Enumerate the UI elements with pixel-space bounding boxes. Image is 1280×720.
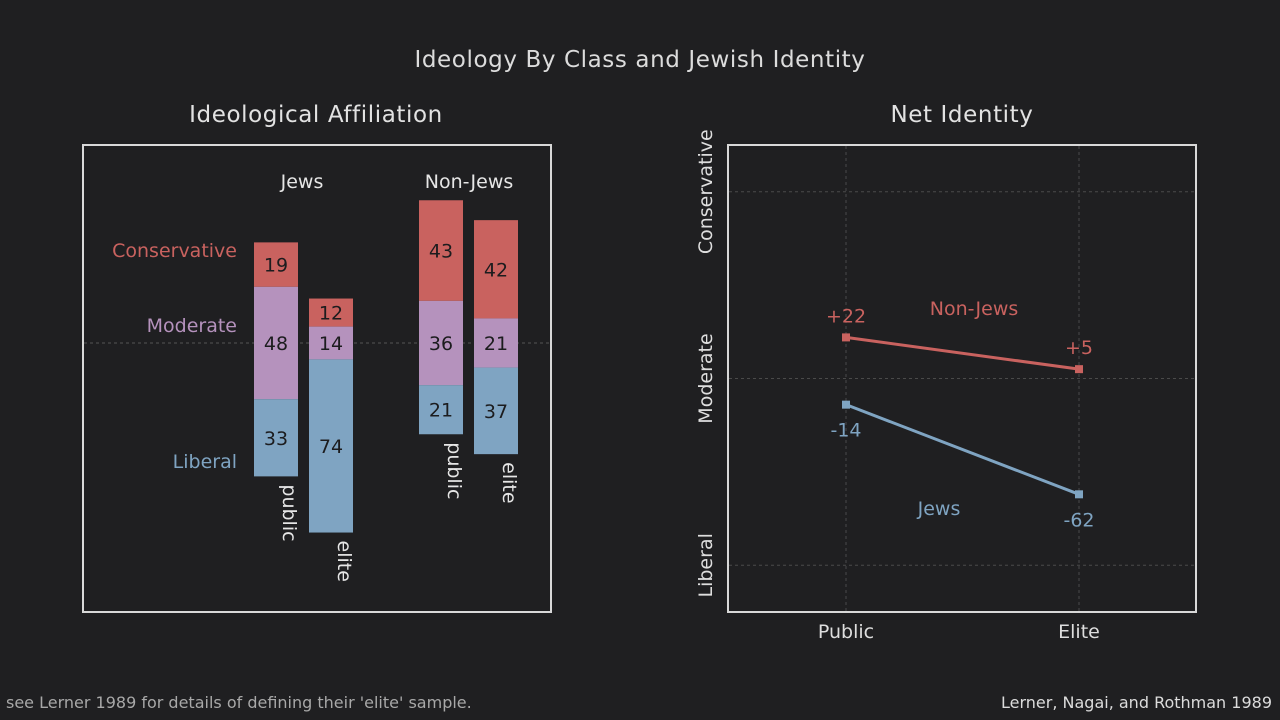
bar-segment-non-jews-elite-moderate [474, 318, 518, 368]
footer-note: see Lerner 1989 for details of defining … [6, 693, 472, 712]
bar-segment-jews-public-conservative [254, 242, 298, 287]
main-title: Ideology By Class and Jewish Identity [414, 47, 865, 73]
bar-label-jews-public-conservative: 19 [264, 255, 288, 277]
grid-layer: Liberal Moderate Conservative Public Elite [695, 129, 1195, 643]
x-tick-label-public: Public [818, 621, 874, 643]
bar-segment-jews-public-liberal [254, 399, 298, 477]
category-label-non-jews-public: public [443, 442, 465, 499]
data-label-non-jews: +5 [1065, 337, 1093, 359]
x-tick-label-elite: Elite [1058, 621, 1100, 643]
series-label-non-jews: Non-Jews [930, 298, 1019, 320]
data-label-non-jews: +22 [826, 305, 866, 327]
left-panel-title: Ideological Affiliation [189, 102, 443, 128]
legend-moderate: Moderate [147, 315, 237, 337]
left-plot-frame [82, 144, 552, 613]
group-label-jews: Jews [280, 171, 324, 193]
bar-segment-non-jews-elite-conservative [474, 220, 518, 319]
bar-label-jews-elite-conservative: 12 [319, 303, 343, 325]
source-citation: Lerner, Nagai, and Rothman 1989 [1001, 693, 1272, 712]
legend-liberal: Liberal [173, 451, 237, 473]
data-label-jews: -62 [1063, 509, 1094, 531]
series-label-jews: Jews [917, 498, 961, 520]
category-label-jews-public: public [278, 484, 300, 541]
bar-label-non-jews-elite-liberal: 37 [484, 401, 508, 423]
series-line-jews [845, 403, 1080, 496]
bar-label-jews-elite-moderate: 14 [319, 333, 343, 355]
bar-segment-jews-elite-liberal [309, 359, 353, 533]
legend-conservative: Conservative [112, 240, 237, 262]
bar-label-jews-elite-liberal: 74 [319, 436, 343, 458]
data-label-jews: -14 [830, 420, 861, 442]
bar-label-jews-public-liberal: 33 [264, 428, 288, 450]
lines-layer: +22 +5 -14 -62 [826, 305, 1095, 531]
bar-segment-jews-elite-conservative [309, 298, 353, 327]
group-label-non-jews: Non-Jews [425, 171, 514, 193]
bar-segment-non-jews-elite-liberal [474, 367, 518, 455]
y-tick-label-moderate: Moderate [695, 333, 717, 423]
series-point-non-jews [842, 333, 850, 342]
bar-label-jews-public-moderate: 48 [264, 333, 288, 355]
bar-label-non-jews-public-liberal: 21 [429, 400, 453, 422]
series-point-non-jews [1075, 365, 1083, 374]
ideological-affiliation-chart: Ideological Affiliation Jews Non-Jews Co… [82, 102, 552, 613]
bar-label-non-jews-elite-moderate: 21 [484, 333, 508, 355]
series-point-jews [1075, 490, 1083, 499]
bar-label-non-jews-public-conservative: 43 [429, 241, 453, 263]
bar-label-non-jews-public-moderate: 36 [429, 333, 453, 355]
series-point-jews [842, 400, 850, 409]
bars-layer: 19 48 33 public 12 14 74 elite 43 36 21 public 42 21 3… [254, 200, 520, 582]
bar-segment-jews-public-moderate [254, 286, 298, 400]
bar-segment-non-jews-public-conservative [419, 200, 463, 301]
bar-segment-non-jews-public-moderate [419, 300, 463, 386]
series-line-non-jews [845, 335, 1080, 371]
bar-segment-non-jews-public-liberal [419, 385, 463, 435]
right-panel-title: Net Identity [890, 102, 1033, 128]
bar-segment-jews-elite-moderate [309, 326, 353, 360]
bar-label-non-jews-elite-conservative: 42 [484, 259, 508, 281]
y-tick-label-conservative: Conservative [695, 129, 717, 254]
right-plot-frame [727, 144, 1197, 613]
y-tick-label-liberal: Liberal [695, 533, 717, 597]
category-label-jews-elite: elite [333, 541, 355, 582]
category-label-non-jews-elite: elite [498, 462, 520, 503]
net-identity-chart: Net Identity Liberal Moderate Conservative… [695, 102, 1197, 643]
